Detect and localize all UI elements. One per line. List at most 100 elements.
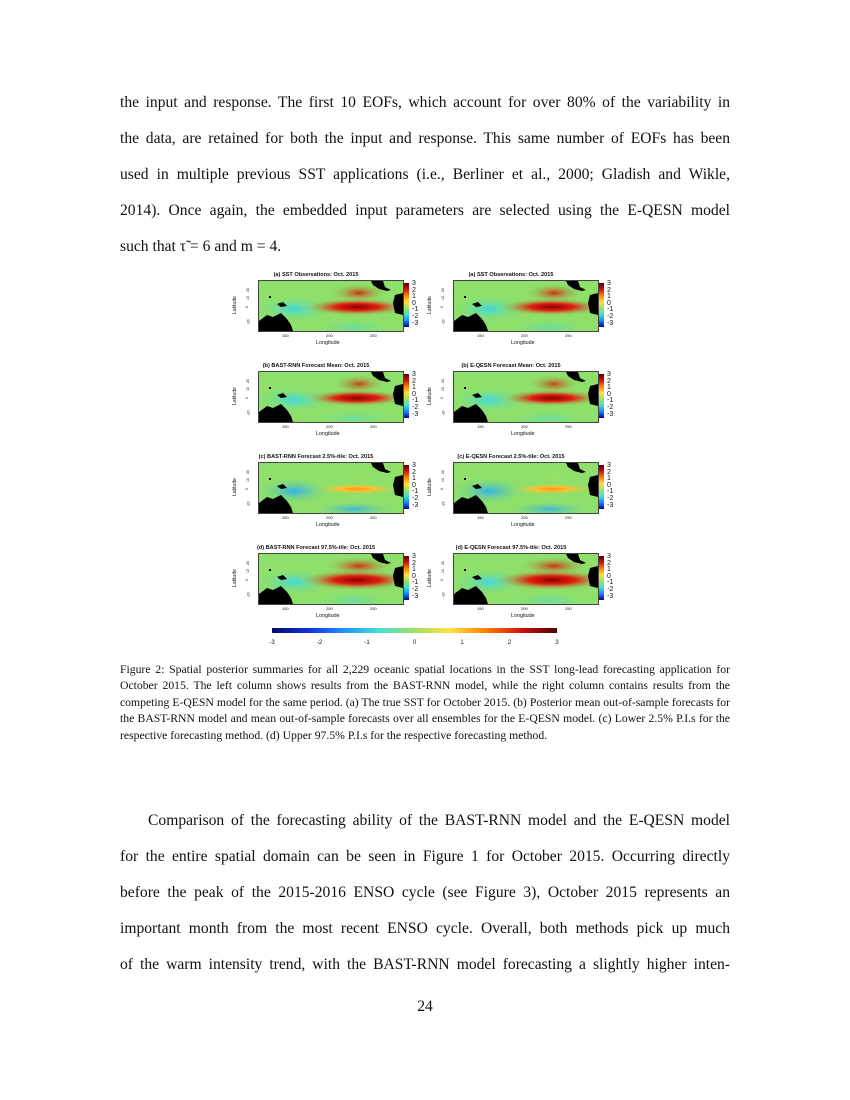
colorbar-tick: 3 [607, 462, 611, 469]
colorbar-tick: 3 [412, 371, 416, 378]
y-tick: -20 [246, 410, 251, 416]
y-tick: 0 [244, 397, 249, 399]
colorbar-tick: 2 [412, 559, 416, 567]
colorbar-tick: -2 [412, 494, 419, 502]
x-tick: 150 [282, 606, 289, 611]
colorbar-tick: 3 [607, 553, 611, 560]
y-axis-label: Latitude [231, 296, 238, 314]
body-line: before the peak of the 2015-2016 ENSO cy… [120, 884, 730, 901]
x-tick: 150 [282, 424, 289, 429]
y-tick: 0 [244, 579, 249, 581]
y-tick: 20 [245, 379, 250, 383]
y-axis-label: Latitude [426, 387, 433, 405]
colorbar-tick: -1 [607, 579, 614, 587]
shared-colorbar-tick: -3 [269, 640, 275, 646]
colorbar-tick: -2 [607, 403, 614, 411]
colorbar-tick: 0 [412, 572, 416, 580]
x-tick: 200 [521, 424, 528, 429]
body-line: 2014). Once again, the embedded input pa… [120, 202, 730, 219]
x-axis-label: Longitude [316, 431, 340, 437]
page-number: 24 [417, 998, 433, 1015]
y-tick: 20 [440, 470, 445, 474]
y-tick: -20 [441, 319, 446, 325]
x-tick: 250 [565, 515, 572, 520]
colorbar-tick: 3 [412, 553, 416, 560]
colorbar-tick: -1 [412, 579, 419, 587]
colorbar-tick: 1 [412, 384, 416, 392]
x-tick: 250 [370, 515, 377, 520]
panel-title: (a) SST Observations: Oct. 2015 [273, 272, 359, 278]
x-tick: 150 [477, 515, 484, 520]
colorbar-ticks: 3 2 1 0 -1 -2 -3 [412, 553, 419, 600]
x-tick: 150 [282, 333, 289, 338]
shared-colorbar-tick: 3 [555, 640, 559, 646]
colorbar-tick: 2 [412, 377, 416, 385]
x-tick: 150 [477, 424, 484, 429]
colorbar-tick: -1 [412, 397, 419, 405]
y-tick: 20 [440, 561, 445, 565]
colorbar-tick: -1 [412, 488, 419, 496]
body-line: Comparison of the forecasting ability of… [148, 812, 730, 829]
y-tick: 20 [440, 379, 445, 383]
colorbar-tick: -3 [607, 410, 614, 418]
x-tick: 200 [326, 606, 333, 611]
colorbar-tick: 0 [412, 299, 416, 307]
colorbar-tick: 1 [607, 293, 611, 301]
x-tick: 250 [565, 606, 572, 611]
y-tick: 0 [439, 397, 444, 399]
colorbar-tick: 0 [607, 390, 611, 398]
map-panel: (a) SST Observations: Oct. 2015 3 2 1 0 -1 -2… [232, 272, 427, 360]
y-axis-label: Latitude [426, 478, 433, 496]
x-axis-label: Longitude [511, 613, 535, 619]
panel-title: (c) E-QESN Forecast 2.5%-tile: Oct. 2015 [457, 454, 565, 460]
sst-map [258, 462, 404, 514]
colorbar-tick: -1 [607, 306, 614, 314]
x-tick: 150 [477, 333, 484, 338]
x-axis-label: Longitude [316, 522, 340, 528]
colorbar-tick: 2 [607, 559, 611, 567]
x-axis-label: Longitude [511, 522, 535, 528]
y-tick: 0 [244, 488, 249, 490]
sst-map [258, 280, 404, 332]
y-axis-label: Latitude [426, 296, 433, 314]
colorbar [404, 556, 409, 600]
y-tick: 20 [245, 561, 250, 565]
colorbar-tick: -1 [607, 397, 614, 405]
x-tick: 150 [477, 606, 484, 611]
y-tick: 10 [245, 387, 250, 391]
colorbar [404, 283, 409, 327]
body-line: the data, are retained for both the inpu… [120, 130, 730, 147]
colorbar [404, 374, 409, 418]
colorbar-tick: -2 [607, 585, 614, 593]
body-line: used in multiple previous SST applicatio… [120, 166, 730, 183]
colorbar-tick: 2 [607, 468, 611, 476]
body-line: such that τ̃ = 6 and m = 4. [120, 238, 282, 255]
colorbar-tick: -2 [412, 312, 419, 320]
colorbar-tick: 0 [412, 390, 416, 398]
y-tick: 10 [245, 569, 250, 573]
colorbar-tick: -3 [607, 319, 614, 327]
colorbar-tick: 3 [412, 280, 416, 287]
colorbar-ticks: 3 2 1 0 -1 -2 -3 [607, 462, 614, 509]
body-line: important month from the most recent ENS… [120, 920, 730, 937]
x-tick: 250 [370, 333, 377, 338]
y-tick: 20 [440, 288, 445, 292]
x-tick: 200 [326, 424, 333, 429]
colorbar-tick: -3 [412, 501, 419, 509]
shared-colorbar-tick: -2 [316, 640, 323, 646]
sst-map [453, 371, 599, 423]
panel-title: (d) E-QESN Forecast 97.5%-tile: Oct. 201… [455, 545, 567, 551]
shared-colorbar-tick: -1 [364, 640, 370, 646]
y-axis-label: Latitude [231, 478, 238, 496]
colorbar-tick: -3 [412, 410, 419, 418]
y-tick: -20 [441, 410, 446, 416]
colorbar-tick: -1 [607, 488, 614, 496]
x-tick: 200 [521, 606, 528, 611]
colorbar-tick: 0 [412, 481, 416, 489]
y-tick: 20 [245, 288, 250, 292]
sst-map [258, 371, 404, 423]
colorbar-tick: -1 [412, 306, 419, 314]
colorbar [599, 283, 604, 327]
